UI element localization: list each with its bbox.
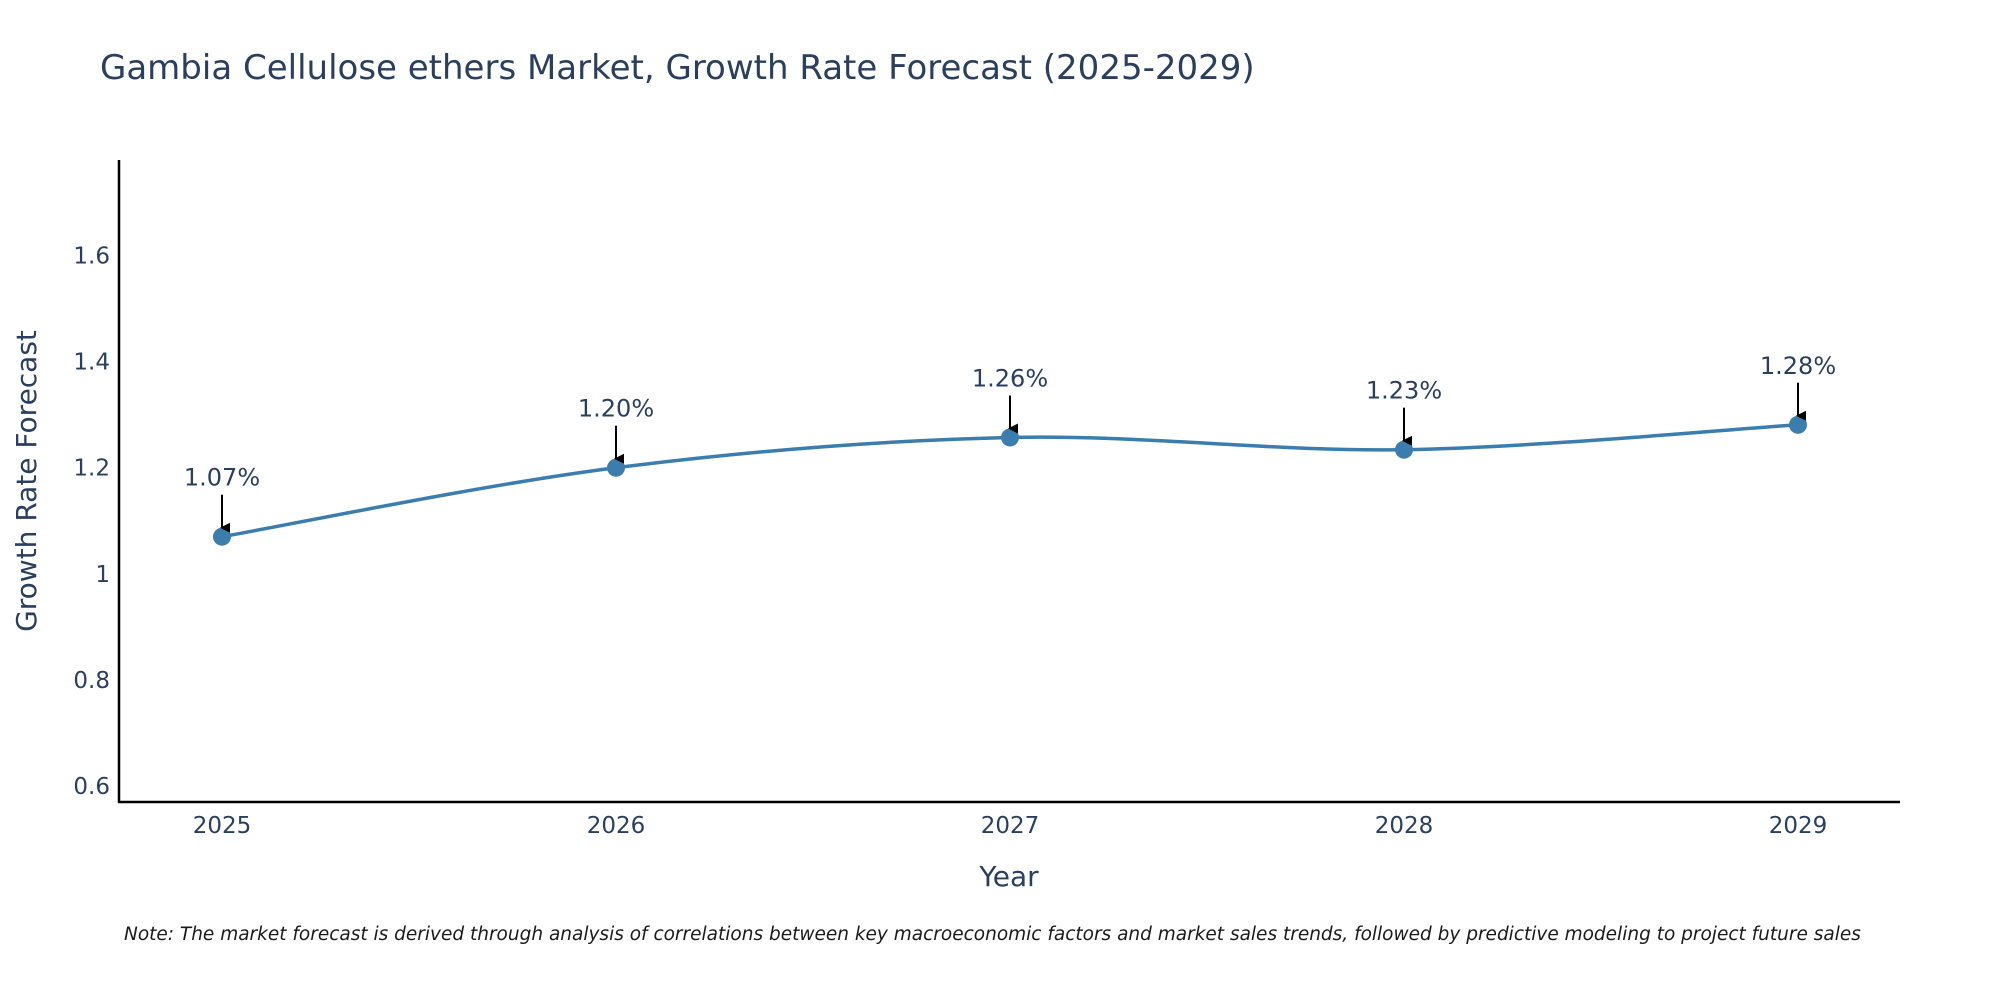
y-tick-label: 1 (95, 562, 110, 588)
data-label: 1.20% (578, 395, 654, 423)
x-tick-label: 2029 (1769, 813, 1828, 839)
series-layer (213, 415, 1807, 546)
y-tick-label: 0.6 (73, 774, 110, 800)
x-axis-title: Year (978, 860, 1039, 893)
x-tick-label: 2028 (1375, 813, 1434, 839)
data-label: 1.26% (972, 364, 1048, 392)
y-tick-label: 1.2 (73, 456, 110, 482)
data-point[interactable] (1789, 415, 1807, 434)
y-axis-title: Growth Rate Forecast (10, 330, 43, 632)
x-tick-label: 2026 (587, 813, 646, 839)
y-axis-ticks: 0.6 0.8 1 1.2 1.4 1.6 (73, 244, 110, 801)
data-point[interactable] (607, 458, 625, 477)
data-annotations: 1.07% 1.20% 1.26% 1.23% 1.28% (184, 352, 1836, 533)
x-tick-label: 2027 (981, 813, 1040, 839)
y-tick-label: 0.8 (73, 668, 110, 694)
data-label: 1.07% (184, 464, 260, 492)
data-point[interactable] (213, 527, 231, 546)
chart-title: Gambia Cellulose ethers Market, Growth R… (100, 48, 1255, 88)
footnote: Note: The market forecast is derived thr… (124, 924, 1861, 945)
y-tick-label: 1.6 (73, 244, 110, 270)
data-point[interactable] (1395, 440, 1413, 459)
x-tick-label: 2025 (193, 813, 252, 839)
data-label: 1.28% (1760, 352, 1836, 380)
x-axis-ticks: 2025 2026 2027 2028 2029 (193, 813, 1828, 839)
y-tick-label: 1.4 (73, 350, 110, 376)
data-point[interactable] (1001, 428, 1019, 447)
data-label: 1.23% (1366, 377, 1442, 405)
